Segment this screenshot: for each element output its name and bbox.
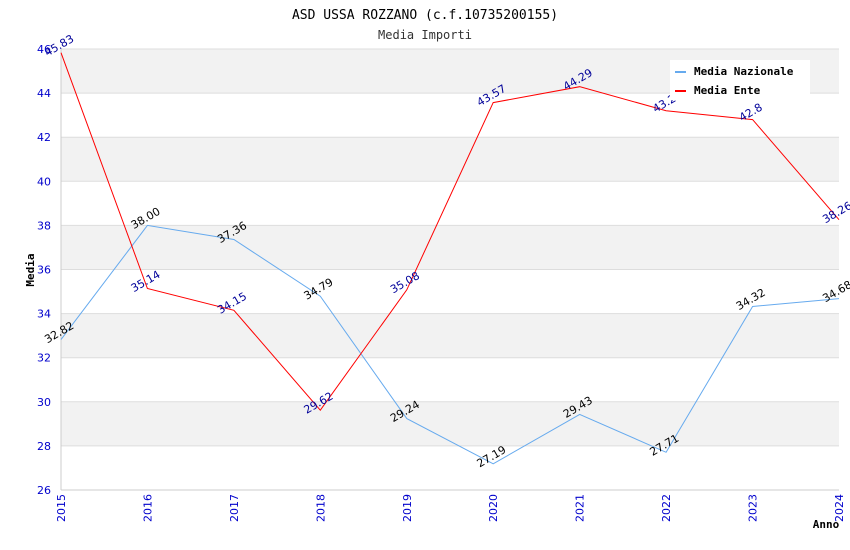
background-band xyxy=(61,401,839,446)
chart-title: ASD USSA ROZZANO (c.f.10735200155) xyxy=(292,8,558,23)
legend-label-media-nazionale: Media Nazionale xyxy=(694,65,794,78)
x-axis-ticks: 2015 2016 2017 2018 2019 2020 2021 2022 2023 2024 xyxy=(55,494,846,522)
x-axis-label: Anno xyxy=(813,518,840,531)
y-tick-label: 32 xyxy=(37,352,51,365)
background-bands xyxy=(61,49,839,446)
data-label: 34.15 xyxy=(215,290,249,317)
x-tick-label: 2023 xyxy=(747,494,760,522)
x-tick-label: 2024 xyxy=(833,494,846,522)
data-label: 27.19 xyxy=(475,443,509,470)
x-tick-label: 2020 xyxy=(487,494,500,522)
x-tick-label: 2018 xyxy=(314,494,327,522)
background-band xyxy=(61,137,839,182)
x-tick-label: 2016 xyxy=(141,494,154,522)
y-tick-label: 44 xyxy=(37,87,51,100)
chart-subtitle: Media Importi xyxy=(378,28,472,42)
data-label: 34.68 xyxy=(820,278,850,305)
x-tick-label: 2021 xyxy=(574,494,587,522)
legend-label-media-ente: Media Ente xyxy=(694,84,761,97)
axes xyxy=(60,49,839,491)
y-tick-label: 28 xyxy=(37,440,51,453)
y-tick-label: 34 xyxy=(37,308,51,321)
x-tick-label: 2022 xyxy=(660,494,673,522)
y-tick-label: 40 xyxy=(37,175,51,188)
y-axis-label: Media xyxy=(24,253,37,286)
legend: Media Nazionale Media Ente xyxy=(670,60,810,100)
x-tick-label: 2017 xyxy=(228,494,241,522)
x-tick-label: 2019 xyxy=(401,494,414,522)
legend-box xyxy=(670,60,810,100)
y-tick-label: 36 xyxy=(37,264,51,277)
y-tick-label: 26 xyxy=(37,484,51,497)
background-band xyxy=(61,225,839,270)
y-tick-label: 30 xyxy=(37,396,51,409)
data-label: 42.8 xyxy=(737,101,765,125)
data-label: 34.79 xyxy=(302,276,336,303)
x-tick-label: 2015 xyxy=(55,494,68,522)
y-tick-label: 46 xyxy=(37,43,51,56)
series-line-media-ente xyxy=(60,52,840,412)
series-lines xyxy=(60,52,840,465)
y-axis-ticks: 26 28 30 32 34 36 38 40 42 44 46 xyxy=(37,43,51,497)
background-band xyxy=(61,313,839,358)
y-tick-label: 38 xyxy=(37,219,51,232)
series-line-media-nazionale xyxy=(60,224,840,465)
y-tick-label: 42 xyxy=(37,131,51,144)
